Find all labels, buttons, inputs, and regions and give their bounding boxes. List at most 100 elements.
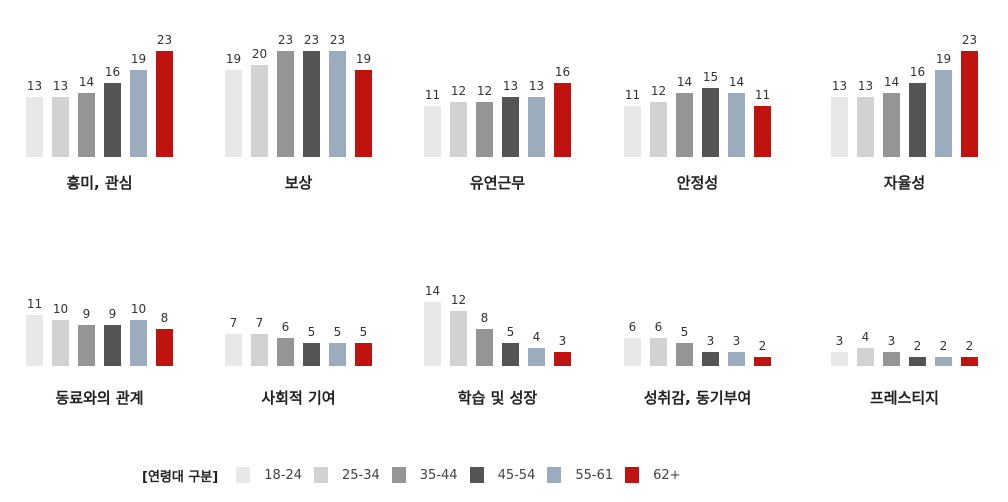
data-label: 5 (359, 325, 368, 339)
bar (476, 329, 493, 366)
legend-swatch (547, 467, 562, 483)
bar (277, 51, 294, 157)
panel-title: 안정성 (676, 174, 719, 192)
data-label: 13 (857, 79, 874, 94)
data-label: 15 (702, 70, 719, 84)
bar (624, 338, 641, 366)
legend: [연령대 구분] 18-24 25-34 35-44 45-54 55-61 6… (142, 464, 693, 486)
data-label: 11 (624, 88, 641, 103)
data-label: 3 (706, 334, 715, 349)
data-label: 11 (26, 297, 43, 312)
panel-title: 학습 및 성장 (457, 389, 538, 407)
bar (156, 329, 173, 366)
data-label: 5 (680, 325, 689, 339)
data-label: 3 (558, 334, 567, 349)
bar (355, 69, 372, 157)
legend-title: [연령대 구분] (142, 469, 219, 485)
legend-item: 55-61 (547, 467, 613, 483)
data-label: 16 (104, 65, 121, 80)
bar (702, 88, 719, 157)
bar (883, 352, 900, 366)
data-label: 14 (424, 283, 441, 298)
bar (528, 97, 545, 157)
bar (104, 83, 121, 157)
bar (225, 69, 242, 157)
legend-swatch (469, 467, 484, 483)
data-label: 11 (424, 88, 441, 103)
data-label: 13 (52, 79, 69, 94)
bar (277, 338, 294, 366)
data-label: 3 (835, 334, 844, 349)
data-label: 6 (281, 320, 290, 335)
data-label: 5 (307, 325, 316, 339)
legend-label: 62+ (653, 467, 681, 483)
legend-item: 25-34 (314, 467, 380, 483)
bar (476, 101, 493, 157)
legend-item: 45-54 (469, 467, 536, 483)
legend-label: 45-54 (497, 467, 536, 483)
bar (935, 69, 952, 157)
bar (251, 333, 268, 366)
bar (26, 97, 43, 157)
data-label: 6 (654, 320, 663, 335)
data-label: 20 (251, 47, 268, 61)
bar (554, 352, 571, 366)
bar (156, 51, 173, 157)
legend-swatch (391, 467, 406, 483)
legend-swatch (314, 467, 328, 483)
bar (303, 343, 320, 366)
bar (130, 320, 147, 366)
bar (502, 97, 519, 157)
data-label: 19 (130, 51, 147, 66)
bar (104, 324, 121, 366)
data-label: 23 (329, 33, 346, 48)
bar (831, 97, 848, 157)
bar (650, 338, 667, 366)
data-label: 8 (160, 311, 169, 326)
panel-title: 흥미, 관심 (66, 174, 133, 192)
bar (754, 106, 771, 157)
bar (78, 92, 95, 157)
data-label: 9 (108, 306, 117, 321)
data-label: 13 (26, 79, 43, 94)
bar (554, 83, 571, 157)
bar (225, 333, 242, 366)
data-label: 10 (130, 302, 147, 316)
bar (650, 101, 667, 157)
data-label: 23 (156, 33, 173, 48)
panel-title: 자율성 (883, 174, 926, 192)
data-label: 3 (732, 334, 741, 349)
data-label: 13 (502, 79, 519, 94)
panel-title: 프레스티지 (869, 389, 939, 407)
data-label: 9 (82, 306, 91, 321)
bar (78, 324, 95, 366)
bar (831, 352, 848, 366)
data-label: 11 (754, 88, 771, 103)
legend-swatch (625, 467, 640, 483)
bar (676, 92, 693, 157)
bar (883, 92, 900, 157)
bar (52, 320, 69, 366)
data-label: 2 (758, 338, 767, 353)
data-label: 3 (887, 334, 896, 349)
data-label: 4 (861, 329, 870, 344)
bar (909, 356, 926, 366)
bar (676, 343, 693, 366)
bar (329, 51, 346, 157)
panel-title: 유연근무 (469, 174, 526, 192)
bar (909, 83, 926, 157)
bar (502, 343, 519, 366)
legend-item: 18-24 (236, 467, 302, 483)
data-label: 14 (78, 74, 95, 89)
bar (251, 65, 268, 157)
chart-grid: 13 13 14 16 19 23 흥미, 관심 19 20 23 23 23 19 보상 11 12 12 13… (26, 33, 978, 407)
bar (26, 315, 43, 366)
data-label: 5 (333, 325, 342, 339)
data-label: 8 (480, 311, 489, 326)
bar (624, 106, 641, 157)
bar (303, 51, 320, 157)
data-label: 23 (961, 33, 978, 48)
bar (961, 356, 978, 366)
bar (728, 352, 745, 366)
data-label: 14 (883, 74, 900, 89)
